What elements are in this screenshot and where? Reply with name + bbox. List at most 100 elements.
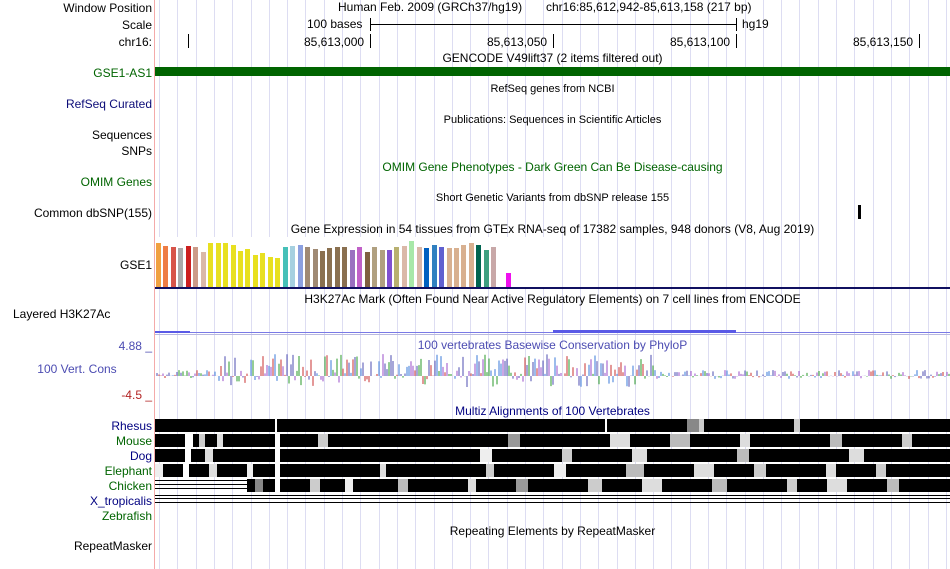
gtex-tissue-bar[interactable]: [282, 247, 288, 287]
gtex-tissue-bar[interactable]: [476, 245, 482, 287]
grid-line: [799, 0, 800, 569]
multiz-block: [670, 434, 690, 447]
gtex-tissue-bar[interactable]: [267, 257, 273, 287]
snps-label[interactable]: SNPs: [121, 144, 152, 158]
repeatmasker-label[interactable]: RepeatMasker: [73, 539, 152, 553]
vert-cons-label[interactable]: 100 Vert. Cons: [37, 362, 117, 376]
gtex-tissue-bar[interactable]: [297, 245, 303, 287]
gtex-tissue-bar[interactable]: [431, 245, 437, 287]
multiz-block: [183, 464, 189, 477]
multiz-block: [280, 434, 318, 447]
multiz-block: [480, 449, 492, 462]
multiz-block: [213, 449, 275, 462]
multiz-block: [494, 464, 554, 477]
multiz-block: [864, 449, 950, 462]
common-dbsnp-label[interactable]: Common dbSNP(155): [33, 206, 152, 220]
multiz-block: [386, 464, 486, 477]
gtex-tissue-bar[interactable]: [312, 249, 318, 287]
gtex-tissue-bar[interactable]: [468, 243, 474, 287]
gtex-tissue-bar[interactable]: [230, 245, 236, 287]
gtex-tissue-bar[interactable]: [416, 247, 422, 287]
grid-line: [598, 0, 599, 569]
multiz-block: [275, 479, 280, 492]
gtex-expression-chart[interactable]: [155, 237, 545, 287]
multiz-block: [155, 464, 163, 477]
refseq-title: RefSeq genes from NCBI: [490, 83, 615, 95]
gtex-tissue-bar[interactable]: [483, 250, 489, 287]
gtex-tissue-bar[interactable]: [163, 246, 169, 287]
multiz-block: [247, 479, 255, 492]
grid-line: [690, 0, 691, 569]
gencode-gene-bar[interactable]: [155, 67, 950, 76]
gtex-tissue-bar[interactable]: [156, 243, 161, 287]
gtex-tissue-bar[interactable]: [372, 247, 378, 287]
scale-db-text: hg19: [742, 17, 769, 31]
track-image[interactable]: Human Feb. 2009 (GRCh37/hg19) chr16:85,6…: [155, 0, 950, 569]
conservation-wiggle[interactable]: [155, 348, 950, 398]
multiz-gap-line: [155, 495, 950, 496]
omim-genes-label[interactable]: OMIM Genes: [80, 175, 152, 189]
gtex-tissue-bar[interactable]: [290, 246, 296, 287]
multiz-block: [353, 479, 398, 492]
multiz-block: [486, 464, 494, 477]
gtex-tissue-bar[interactable]: [275, 258, 281, 287]
grid-line: [891, 0, 892, 569]
gtex-tissue-bar[interactable]: [238, 251, 243, 287]
gtex-tissue-bar[interactable]: [327, 248, 333, 287]
gtex-tissue-bar[interactable]: [379, 250, 385, 287]
gtex-tissue-bar[interactable]: [446, 248, 452, 287]
layered-h3k27ac-label[interactable]: Layered H3K27Ac: [13, 307, 111, 321]
gtex-tissue-bar[interactable]: [454, 248, 459, 287]
gtex-tissue-bar[interactable]: [185, 246, 191, 287]
gtex-tissue-bar[interactable]: [342, 247, 348, 287]
gtex-tissue-bar[interactable]: [409, 241, 415, 287]
gtex-tissue-bar[interactable]: [245, 249, 251, 287]
gtex-tissue-bar[interactable]: [178, 248, 184, 287]
dbsnp-variant-mark[interactable]: [858, 205, 861, 219]
refseq-label[interactable]: RefSeq Curated: [65, 97, 152, 111]
multiz-block: [714, 464, 754, 477]
gtex-tissue-bar[interactable]: [170, 247, 176, 287]
gtex-tissue-bar[interactable]: [506, 273, 512, 287]
gtex-tissue-bar[interactable]: [305, 247, 310, 287]
gtex-tissue-bar[interactable]: [334, 247, 340, 287]
grid-line: [562, 0, 563, 569]
gtex-tissue-bar[interactable]: [252, 255, 258, 287]
gtex-tissue-bar[interactable]: [461, 245, 467, 287]
gtex-tissue-bar[interactable]: [439, 247, 445, 287]
cons-min-label: -4.5 _: [121, 388, 152, 402]
multiz-block: [750, 434, 830, 447]
gtex-tissue-bar[interactable]: [498, 252, 504, 287]
gtex-tissue-bar[interactable]: [215, 243, 221, 287]
grid-line: [763, 0, 764, 569]
multiz-block: [662, 479, 712, 492]
gtex-tissue-bar[interactable]: [491, 247, 497, 287]
multiz-block: [328, 434, 508, 447]
gtex-tissue-bar[interactable]: [193, 247, 199, 287]
h3k27ac-signal: [190, 332, 553, 333]
gtex-tissue-bar[interactable]: [357, 247, 363, 287]
cons-max-label: 4.88 _: [118, 339, 152, 353]
multiz-block: [189, 464, 209, 477]
position-text: chr16:85,612,942-85,613,158 (217 bp): [546, 0, 752, 14]
gtex-tissue-bar[interactable]: [349, 250, 355, 287]
sequences-label[interactable]: Sequences: [91, 128, 152, 142]
gtex-tissue-bar[interactable]: [223, 243, 228, 287]
gtex-tissue-bar[interactable]: [401, 246, 407, 287]
gtex-tissue-bar[interactable]: [364, 252, 370, 287]
multiz-block: [310, 479, 320, 492]
gse1-as1-label[interactable]: GSE1-AS1: [93, 66, 152, 80]
gtex-tissue-bar[interactable]: [394, 247, 400, 287]
multiz-block: [280, 464, 380, 477]
gtex-tissue-bar[interactable]: [260, 253, 266, 287]
grid-line: [818, 0, 819, 569]
gtex-tissue-bar[interactable]: [200, 252, 206, 287]
multiz-block: [318, 434, 328, 447]
multiz-block: [836, 464, 876, 477]
gtex-tissue-bar[interactable]: [424, 248, 430, 287]
gtex-tissue-bar[interactable]: [387, 250, 392, 287]
gtex-tissue-bar[interactable]: [319, 251, 325, 287]
gse1-label[interactable]: GSE1: [119, 258, 152, 272]
multiz-block: [797, 479, 827, 492]
gtex-tissue-bar[interactable]: [208, 243, 214, 287]
